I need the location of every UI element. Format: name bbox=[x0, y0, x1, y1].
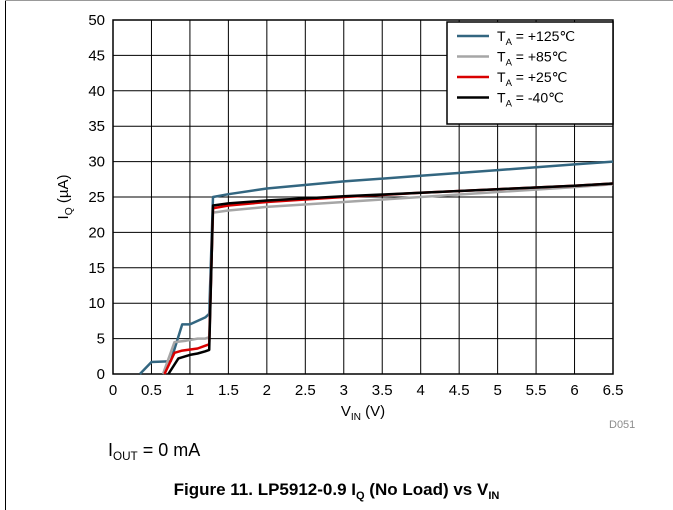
y-tick-label: 20 bbox=[88, 224, 105, 241]
y-tick-label: 40 bbox=[88, 83, 105, 100]
y-axis-label: IQ (µA) bbox=[55, 175, 75, 220]
x-tick-label: 6 bbox=[570, 382, 578, 399]
test-condition: IOUT = 0 mA bbox=[108, 440, 201, 464]
legend-box bbox=[446, 21, 614, 125]
series-line bbox=[167, 182, 614, 375]
x-tick-label: 2 bbox=[263, 382, 271, 399]
series-line bbox=[163, 182, 614, 375]
x-tick-label: 4 bbox=[417, 382, 425, 399]
x-tick-label: 3.5 bbox=[372, 382, 393, 399]
y-tick-label: 0 bbox=[97, 366, 105, 383]
series-line bbox=[161, 183, 614, 375]
y-tick-label: 45 bbox=[88, 47, 105, 64]
y-tick-label: 25 bbox=[88, 189, 105, 206]
y-tick-label: 5 bbox=[97, 331, 105, 348]
x-tick-label: 1 bbox=[186, 382, 194, 399]
x-tick-label: 3 bbox=[340, 382, 348, 399]
x-tick-label: 4.5 bbox=[449, 382, 470, 399]
x-tick-label: 0 bbox=[109, 382, 117, 399]
x-tick-label: 2.5 bbox=[295, 382, 316, 399]
figure-caption: Figure 11. LP5912-0.9 IQ (No Load) vs VI… bbox=[173, 480, 500, 502]
y-tick-label: 30 bbox=[88, 154, 105, 171]
x-tick-label: 5 bbox=[493, 382, 501, 399]
legend-entry-label: TA = +125℃ bbox=[497, 28, 575, 48]
y-tick-label: 15 bbox=[88, 260, 105, 277]
x-axis-label: VIN (V) bbox=[341, 403, 385, 423]
legend-entry-label: TA = +25℃ bbox=[497, 69, 567, 89]
y-tick-label: 10 bbox=[88, 295, 105, 312]
y-tick-label: 50 bbox=[88, 12, 105, 29]
x-tick-label: 1.5 bbox=[218, 382, 239, 399]
page-frame-top bbox=[5, 0, 673, 1]
iq-vs-vin-chart: 0 0.5 1 1.5 2 2.5 3 3.5 4 4.5 5 5.5 6 6.5 0 5 10 15 20 25 30… bbox=[55, 12, 624, 423]
y-tick-label: 35 bbox=[88, 118, 105, 135]
page-frame-left bbox=[5, 0, 6, 510]
legend-entry-label: TA = -40℃ bbox=[497, 90, 564, 110]
x-tick-label: 6.5 bbox=[603, 382, 624, 399]
x-tick-label: 5.5 bbox=[526, 382, 547, 399]
x-tick-label: 0.5 bbox=[141, 382, 162, 399]
legend-entry-label: TA = +85℃ bbox=[497, 49, 567, 69]
series-line bbox=[139, 160, 614, 375]
plot-border bbox=[112, 19, 614, 375]
figure-id: D051 bbox=[609, 419, 636, 431]
